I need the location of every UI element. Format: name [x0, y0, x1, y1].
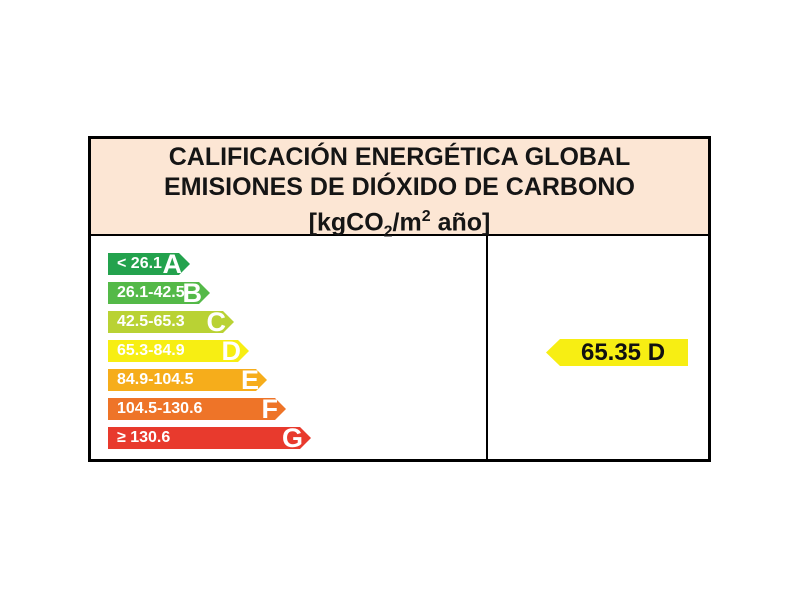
- scale-band-b: 26.1-42.5 B: [108, 282, 210, 304]
- scale-band-e: 84.9-104.5 E: [108, 369, 267, 391]
- band-range-label: < 26.1: [117, 255, 162, 272]
- certificate-body: < 26.1 A 26.1-42.5 B 42.5-65.3 C 65.3-84.9 D 84.…: [91, 236, 708, 459]
- band-letter: E: [240, 365, 259, 395]
- certificate-header: CALIFICACIÓN ENERGÉTICA GLOBAL EMISIONES…: [91, 139, 708, 240]
- rating-scale: < 26.1 A 26.1-42.5 B 42.5-65.3 C 65.3-84.9 D 84.…: [108, 253, 486, 449]
- scale-band-c: 42.5-65.3 C: [108, 311, 234, 333]
- units-subscript: 2: [383, 223, 393, 241]
- band-range-label: 42.5-65.3: [117, 313, 185, 330]
- band-letter: A: [162, 249, 182, 279]
- rating-scale-panel: < 26.1 A 26.1-42.5 B 42.5-65.3 C 65.3-84.9 D 84.…: [91, 236, 488, 459]
- band-range-label: 26.1-42.5: [117, 284, 185, 301]
- title-units: [kgCO2/m2 año]: [91, 202, 708, 247]
- scale-band-d: 65.3-84.9 D: [108, 340, 249, 362]
- band-range-label: ≥ 130.6: [117, 429, 171, 446]
- rating-value-label: 65.35 D: [580, 338, 666, 366]
- scale-band-a: < 26.1 A: [108, 253, 190, 275]
- band-range-label: 84.9-104.5: [117, 371, 194, 388]
- band-letter: G: [281, 423, 303, 453]
- energy-certificate: CALIFICACIÓN ENERGÉTICA GLOBAL EMISIONES…: [88, 136, 711, 462]
- band-range-label: 104.5-130.6: [117, 400, 203, 417]
- units-superscript: 2: [421, 208, 431, 225]
- band-letter: C: [206, 307, 226, 337]
- scale-band-g: ≥ 130.6 G: [108, 427, 311, 449]
- rating-indicator-arrow: 65.35 D: [546, 339, 688, 366]
- units-open: [kgCO: [308, 208, 384, 237]
- band-letter: B: [182, 278, 202, 308]
- band-letter: D: [221, 336, 241, 366]
- scale-band-f: 104.5-130.6 F: [108, 398, 286, 420]
- units-mid: /m: [392, 208, 422, 237]
- title-line-1: CALIFICACIÓN ENERGÉTICA GLOBAL: [168, 143, 631, 171]
- band-letter: F: [261, 394, 278, 424]
- rating-value-panel: 65.35 D: [488, 236, 708, 459]
- band-range-label: 65.3-84.9: [117, 342, 185, 359]
- title-line-2: EMISIONES DE DIÓXIDO DE CARBONO: [164, 173, 635, 201]
- units-close: año]: [430, 208, 491, 237]
